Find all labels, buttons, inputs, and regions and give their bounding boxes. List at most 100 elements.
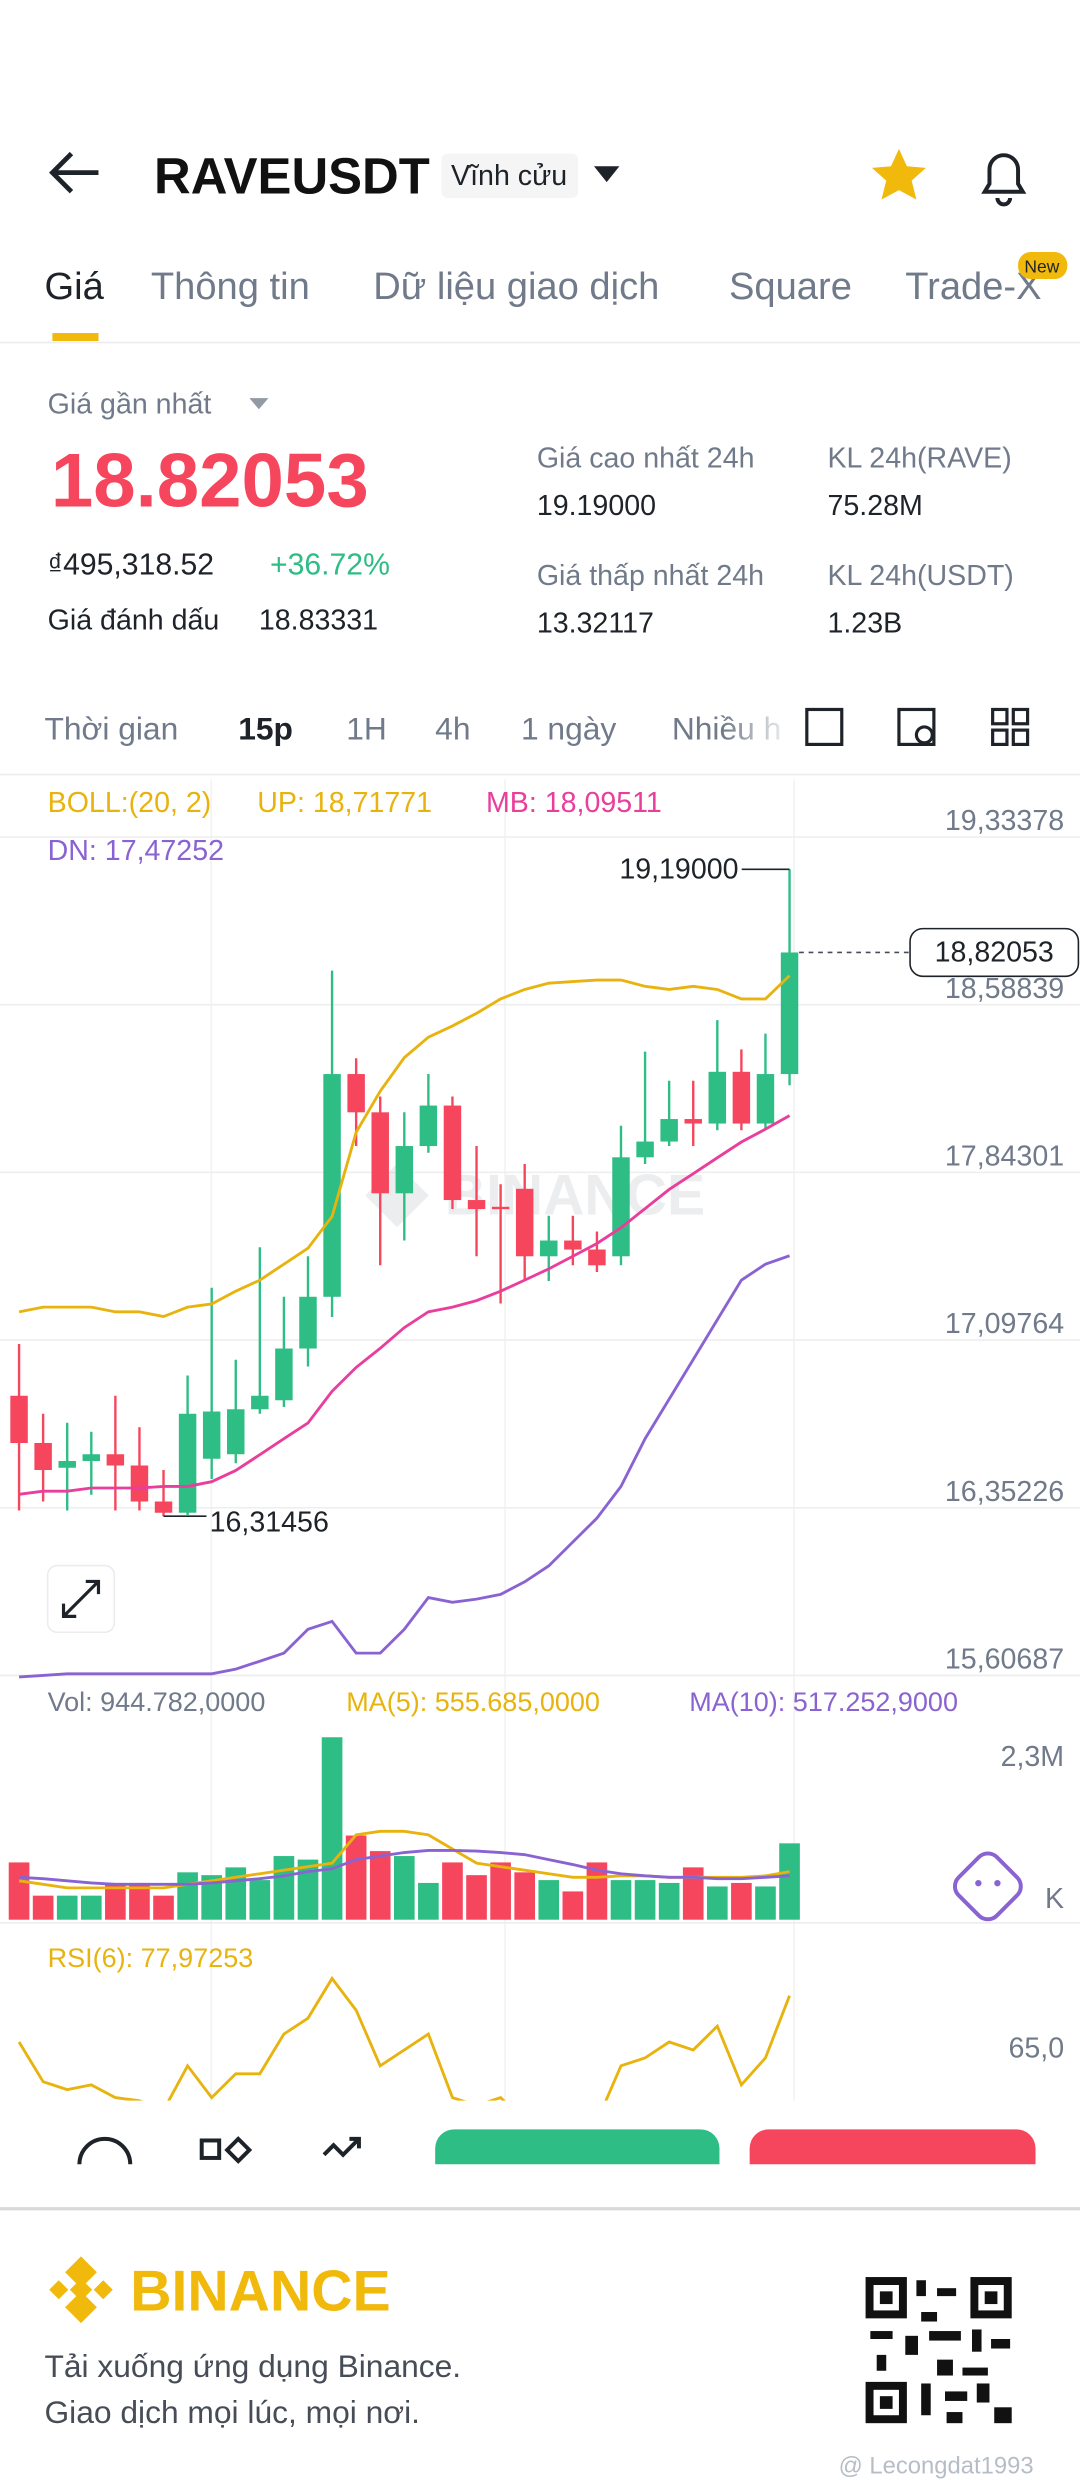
- stat-label: KL 24h(RAVE): [827, 443, 1011, 475]
- line: [18, 974, 791, 1319]
- qr-module: [870, 2331, 893, 2339]
- expand-button[interactable]: [46, 1564, 116, 1634]
- qr-module: [976, 2383, 990, 2403]
- qr-module: [921, 2312, 938, 2322]
- y-tick-label: 65,0: [1008, 2033, 1064, 2065]
- depth-icon[interactable]: [805, 707, 844, 746]
- tab[interactable]: Trade-X: [905, 266, 1041, 308]
- action-icon[interactable]: [77, 2136, 133, 2165]
- volume-bar: [706, 1886, 728, 1920]
- price-chart: [10, 869, 799, 1679]
- buy-button[interactable]: [435, 2129, 720, 2165]
- candle-body: [154, 1501, 173, 1513]
- binance-logo: [49, 2256, 113, 2324]
- stat-value: 75.28M: [827, 490, 922, 522]
- logo-part: [49, 2280, 69, 2300]
- candle-body: [347, 1074, 365, 1113]
- volume-chart: [8, 1737, 800, 1920]
- tab[interactable]: Square: [729, 266, 852, 308]
- candle-body: [588, 1249, 606, 1266]
- volume-bar: [755, 1886, 776, 1920]
- action-icon: [224, 2136, 253, 2164]
- action-icon[interactable]: [322, 2136, 361, 2158]
- volume-bar: [682, 1867, 704, 1920]
- mark-price: 18.83331: [259, 605, 378, 637]
- tab[interactable]: Dữ liệu giao dịch: [373, 266, 659, 308]
- candle-body: [756, 1074, 775, 1124]
- assistant-icon[interactable]: [950, 1848, 1026, 1924]
- volume-bar: [490, 1862, 511, 1920]
- candle-body: [467, 1200, 486, 1210]
- candle-body: [227, 1409, 245, 1455]
- indicator-label: BOLL:(20, 2): [48, 787, 212, 819]
- interval[interactable]: 4h: [435, 711, 470, 747]
- tab[interactable]: Giá: [44, 266, 104, 308]
- candle-body: [780, 952, 799, 1075]
- volume-bar: [658, 1882, 680, 1920]
- candle-body: [323, 1074, 341, 1297]
- logo-part: [69, 2278, 93, 2301]
- contract-pill[interactable]: [441, 153, 579, 199]
- volume-bar: [177, 1872, 198, 1920]
- tab-indicator: [52, 333, 99, 341]
- grid-icon[interactable]: [991, 707, 1009, 726]
- candle-body: [202, 1411, 221, 1459]
- stat-value: 19.19000: [537, 490, 656, 522]
- legend-entry: UP: 18,71771: [257, 787, 432, 819]
- candle-body: [34, 1443, 52, 1471]
- qr-module: [994, 2407, 1012, 2424]
- contract-type: Vĩnh cửu: [451, 160, 567, 192]
- favorite-star[interactable]: [871, 148, 926, 200]
- logo-part: [93, 2280, 113, 2300]
- tab[interactable]: Thông tin: [151, 266, 310, 308]
- candle-body: [564, 1240, 582, 1250]
- interval[interactable]: Thời gian: [44, 711, 178, 747]
- interval[interactable]: 1H: [346, 711, 387, 747]
- volume-bar: [514, 1872, 536, 1920]
- back-button[interactable]: [49, 151, 99, 194]
- logo-part: [65, 2256, 97, 2289]
- last-price-box: [909, 927, 1080, 978]
- y-tick-label: 15,60687: [945, 1644, 1064, 1676]
- candle-body: [106, 1454, 125, 1466]
- footer-line: Giao dịch mọi lúc, mọi nơi.: [44, 2394, 420, 2430]
- y-tick-label: 16,35226: [945, 1476, 1064, 1508]
- interval[interactable]: 1 ngày: [521, 711, 616, 747]
- candle-body: [443, 1105, 462, 1201]
- volume-bar: [779, 1843, 800, 1920]
- stat-label: KL 24h(USDT): [827, 560, 1013, 592]
- candle-body: [540, 1240, 558, 1257]
- qr-module: [962, 2367, 988, 2376]
- fiat-price: ₫495,318.52: [48, 548, 214, 581]
- volume-bar: [297, 1859, 319, 1920]
- assistant-eye: [975, 1880, 982, 1887]
- y-tick-label: 19,33378: [945, 805, 1064, 837]
- sell-button[interactable]: [749, 2129, 1036, 2165]
- symbol: RAVEUSDT: [154, 147, 430, 204]
- volume-bar: [634, 1880, 656, 1920]
- volume-bar: [466, 1875, 487, 1920]
- y-tick-label: 17,84301: [945, 1140, 1064, 1172]
- candle-body: [515, 1188, 534, 1257]
- candle-body: [10, 1395, 28, 1444]
- dropdown-icon[interactable]: [249, 398, 269, 410]
- candle-body: [419, 1105, 438, 1147]
- chart-labels: 19,33378 18,58839 17,84301 17,09764 16,35226…: [163, 805, 1080, 2065]
- interval[interactable]: 15p: [238, 711, 293, 747]
- rsi-title: RSI(6): 77,97253: [48, 1943, 254, 1973]
- y-tick-label: 18,58839: [945, 973, 1064, 1005]
- candle-body: [491, 1206, 510, 1210]
- qr-module: [921, 2383, 931, 2416]
- volume-bar: [80, 1895, 102, 1920]
- expand-icon: [61, 1579, 101, 1618]
- y-tick-label: 17,09764: [945, 1308, 1064, 1340]
- action-icon[interactable]: [199, 2138, 222, 2160]
- bell-icon[interactable]: [981, 153, 1027, 207]
- volume-bar: [129, 1882, 150, 1920]
- settings-icon[interactable]: [897, 707, 936, 746]
- dropdown-icon[interactable]: [594, 166, 620, 183]
- action-icons: [77, 2136, 361, 2165]
- low-label: 16,31456: [210, 1507, 329, 1539]
